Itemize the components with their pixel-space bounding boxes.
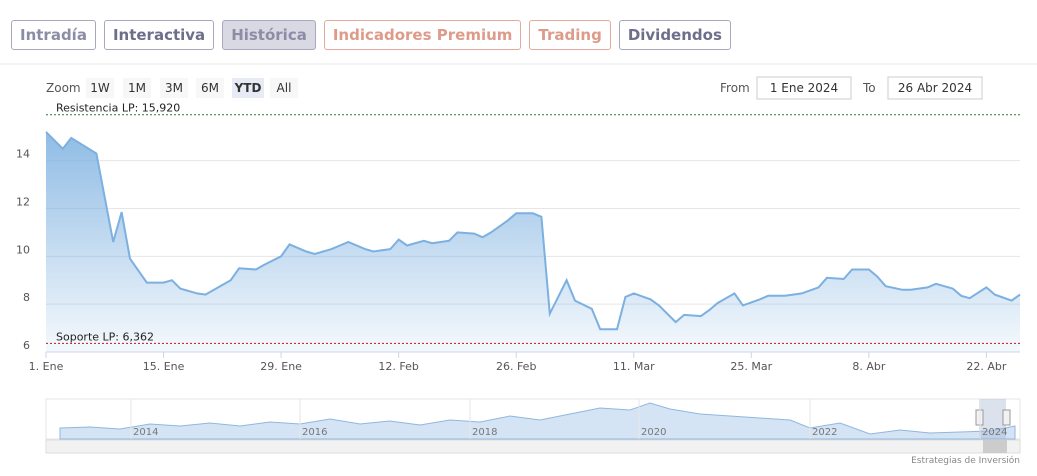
tab-bar: Intradía Interactiva Histórica Indicador… bbox=[11, 20, 731, 50]
navigator-series bbox=[59, 402, 1016, 440]
navigator-label: 2022 bbox=[812, 427, 837, 438]
navigator-label: 2016 bbox=[302, 427, 327, 438]
plot-line-label: Resistencia LP: 15,920 bbox=[56, 102, 180, 115]
area bbox=[46, 131, 1020, 352]
x-tick-label: 25. Mar bbox=[730, 360, 772, 373]
navigator-label: 2020 bbox=[641, 427, 666, 438]
zoom-button[interactable] bbox=[196, 78, 224, 98]
x-tick-label: 29. Ene bbox=[260, 360, 302, 373]
x-tick-label: 12. Feb bbox=[378, 360, 418, 373]
tab[interactable]: Trading bbox=[529, 20, 611, 50]
zoom-button-label: 1M bbox=[128, 81, 146, 95]
plot-area: 6 8 10 12 14 1. Ene 15. Ene 29. Ene 12. Feb 26. F… bbox=[16, 102, 1021, 373]
x-tick-label: 8. Abr bbox=[852, 360, 885, 373]
plot-line-label: Soporte LP: 6,362 bbox=[56, 330, 154, 343]
y-tick-label: 10 bbox=[16, 243, 30, 256]
navigator-label: 2014 bbox=[133, 427, 158, 438]
zoom-button-label: 3M bbox=[165, 81, 183, 95]
x-tick-label: 22. Abr bbox=[966, 360, 1006, 373]
from-input[interactable] bbox=[756, 76, 852, 100]
tab[interactable]: Indicadores Premium bbox=[323, 20, 522, 50]
navigator-handle[interactable] bbox=[1002, 409, 1011, 426]
zoom-button-label: 1W bbox=[90, 81, 110, 95]
x-tick-label: 1. Ene bbox=[29, 360, 64, 373]
zoom-buttons: 1W 1M 3M 6M YTD All bbox=[86, 78, 298, 98]
zoom-button-label: 6M bbox=[201, 81, 219, 95]
from-label: From bbox=[720, 81, 750, 95]
x-tick-label: 15. Ene bbox=[143, 360, 185, 373]
y-tick-label: 14 bbox=[16, 148, 30, 161]
zoom-button-label: YTD bbox=[234, 81, 262, 95]
zoom-button-label: All bbox=[277, 81, 292, 95]
tab[interactable]: Dividendos bbox=[618, 20, 731, 50]
to-label: To bbox=[862, 81, 876, 95]
y-tick-label: 12 bbox=[16, 195, 30, 208]
navigator-label: 2018 bbox=[472, 427, 497, 438]
credit: Estrategias de Inversión bbox=[911, 455, 1020, 466]
zoom-button[interactable] bbox=[232, 78, 264, 98]
x-tick-label: 26. Feb bbox=[496, 360, 536, 373]
scrollbar[interactable] bbox=[45, 439, 1021, 454]
to-value: 26 Abr 2024 bbox=[898, 81, 972, 95]
scrollbar-thumb[interactable] bbox=[983, 440, 1007, 453]
zoom-button[interactable] bbox=[123, 78, 151, 98]
zoom-label: Zoom bbox=[46, 81, 81, 95]
zoom-button[interactable] bbox=[160, 78, 188, 98]
zoom-button[interactable] bbox=[86, 78, 114, 98]
y-tick-label: 6 bbox=[23, 339, 30, 352]
to-input[interactable] bbox=[887, 76, 983, 100]
navigator-label: 2024 bbox=[982, 427, 1007, 438]
from-value: 1 Ene 2024 bbox=[770, 81, 838, 95]
y-tick-label: 8 bbox=[23, 291, 30, 304]
tab[interactable]: Interactiva bbox=[103, 20, 215, 50]
tab[interactable]: Histórica bbox=[222, 20, 316, 50]
navigator-labels: 2014 2016 2018 2020 2022 2024 bbox=[130, 399, 1007, 439]
line bbox=[45, 131, 1021, 331]
x-tick-label: 11. Mar bbox=[613, 360, 655, 373]
zoom-button[interactable] bbox=[270, 78, 298, 98]
tab[interactable]: Intradía bbox=[11, 20, 96, 50]
